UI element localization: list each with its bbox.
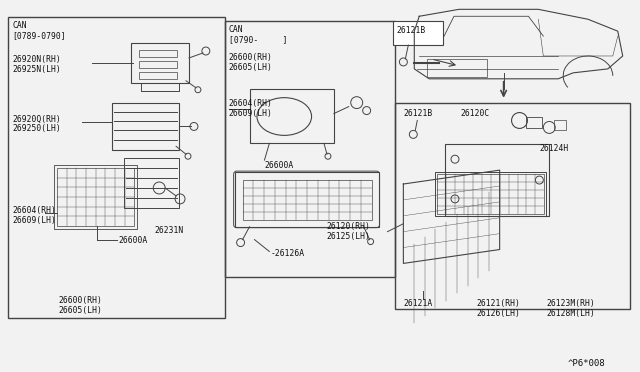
Bar <box>54 165 138 229</box>
Text: 26604(RH): 26604(RH) <box>228 99 273 108</box>
Text: 26600A: 26600A <box>118 235 148 245</box>
Text: 26920Q(RH): 26920Q(RH) <box>12 115 61 124</box>
Bar <box>225 21 396 277</box>
Text: 26600(RH): 26600(RH) <box>228 53 273 62</box>
Text: [0790-     ]: [0790- ] <box>228 35 287 44</box>
Text: 26120(RH): 26120(RH) <box>326 222 370 231</box>
Text: 26920N(RH): 26920N(RH) <box>12 55 61 64</box>
Text: 26121A: 26121A <box>403 299 433 308</box>
Bar <box>394 21 443 45</box>
Text: CAN: CAN <box>228 25 243 34</box>
Text: 26609(LH): 26609(LH) <box>228 109 273 118</box>
Bar <box>8 17 225 318</box>
Bar <box>243 180 372 220</box>
Text: 26609(LH): 26609(LH) <box>12 216 56 225</box>
Bar <box>427 59 487 77</box>
Bar <box>396 103 630 309</box>
Bar <box>124 158 179 208</box>
Text: [0789-0790]: [0789-0790] <box>12 31 66 40</box>
Bar <box>445 144 549 216</box>
Bar <box>140 72 177 79</box>
Text: 26121(RH): 26121(RH) <box>477 299 521 308</box>
Bar <box>140 50 177 57</box>
Text: 26121B: 26121B <box>396 26 426 35</box>
Text: ^P6*008: ^P6*008 <box>568 359 605 368</box>
Text: 26604(RH): 26604(RH) <box>12 206 56 215</box>
Text: 26600(RH): 26600(RH) <box>58 296 102 305</box>
Text: 26121B: 26121B <box>403 109 433 118</box>
Bar <box>250 89 334 143</box>
Text: 26126(LH): 26126(LH) <box>477 309 521 318</box>
Text: 269250(LH): 269250(LH) <box>12 125 61 134</box>
Text: 26605(LH): 26605(LH) <box>58 306 102 315</box>
Text: 26925N(LH): 26925N(LH) <box>12 65 61 74</box>
Bar <box>131 43 189 83</box>
Text: -26126A: -26126A <box>270 248 305 257</box>
Bar <box>140 61 177 68</box>
Text: 26125(LH): 26125(LH) <box>326 232 370 241</box>
Bar <box>111 103 179 150</box>
Text: 26124H: 26124H <box>540 144 568 153</box>
Text: 26123M(RH): 26123M(RH) <box>547 299 595 308</box>
Text: CAN: CAN <box>12 21 27 30</box>
Bar <box>235 172 378 227</box>
Bar <box>435 172 547 216</box>
Bar <box>554 121 566 131</box>
Bar <box>57 168 134 226</box>
Bar <box>437 174 544 214</box>
Text: 26605(LH): 26605(LH) <box>228 63 273 72</box>
Text: 26600A: 26600A <box>264 161 294 170</box>
Text: 26120C: 26120C <box>460 109 489 118</box>
Bar <box>527 116 542 128</box>
Text: 26231N: 26231N <box>154 226 184 235</box>
Text: 26128M(LH): 26128M(LH) <box>547 309 595 318</box>
